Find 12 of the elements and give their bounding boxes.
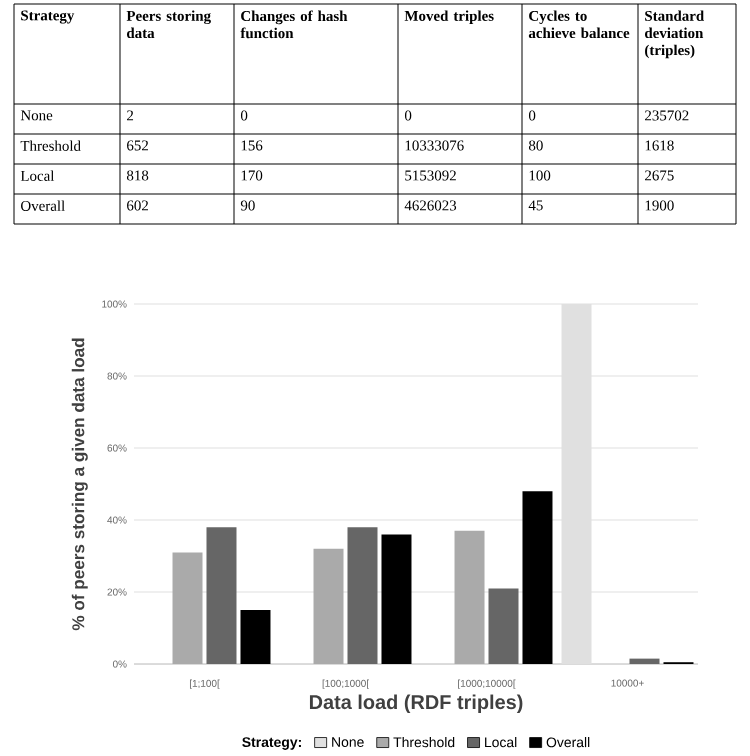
bar <box>206 527 237 665</box>
bar <box>381 534 412 665</box>
bar <box>347 527 378 665</box>
bar <box>629 658 660 665</box>
bar <box>172 552 203 665</box>
y-axis-title: % of peers storing a given data load <box>71 338 88 631</box>
bar <box>488 588 519 665</box>
bar <box>454 530 485 665</box>
bar <box>313 548 344 665</box>
bar <box>240 610 271 665</box>
x-axis-title: Data load (RDF triples) <box>309 694 523 714</box>
bar <box>522 491 553 665</box>
